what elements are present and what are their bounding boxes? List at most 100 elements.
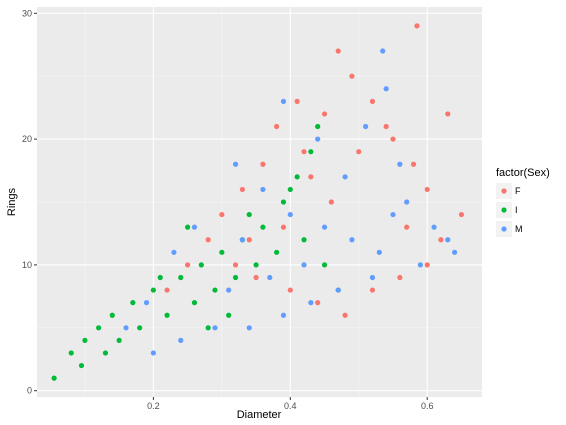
legend-title: factor(Sex) bbox=[496, 167, 550, 179]
data-point-I bbox=[51, 375, 57, 381]
data-point-F bbox=[445, 111, 451, 117]
data-point-F bbox=[404, 224, 410, 230]
axes: 0.2 0.4 0.6 0 10 20 30 bbox=[22, 8, 434, 411]
data-point-M bbox=[349, 237, 355, 243]
y-tick-label: 30 bbox=[22, 8, 32, 18]
data-point-I bbox=[185, 224, 191, 230]
data-point-M bbox=[301, 262, 307, 268]
data-point-M bbox=[417, 262, 423, 268]
data-point-M bbox=[246, 325, 252, 331]
data-point-I bbox=[287, 186, 293, 193]
data-point-I bbox=[253, 262, 259, 268]
data-point-M bbox=[226, 287, 232, 293]
data-point-I bbox=[178, 274, 184, 281]
y-axis-title: Rings bbox=[6, 187, 18, 216]
data-point-F bbox=[287, 287, 293, 293]
data-point-M bbox=[287, 211, 293, 218]
x-tick-label: 0.6 bbox=[421, 401, 434, 411]
data-point-F bbox=[369, 98, 376, 104]
data-point-F bbox=[308, 174, 314, 180]
data-point-I bbox=[130, 300, 136, 306]
data-point-F bbox=[414, 23, 420, 29]
data-point-F bbox=[424, 186, 430, 193]
data-point-F bbox=[274, 123, 280, 130]
data-point-M bbox=[308, 300, 314, 306]
data-point-I bbox=[82, 337, 88, 343]
data-point-F bbox=[260, 161, 266, 167]
data-point-M bbox=[452, 249, 458, 255]
data-point-M bbox=[239, 237, 245, 243]
data-point-F bbox=[458, 211, 465, 218]
data-point-M bbox=[397, 161, 403, 167]
data-point-I bbox=[96, 325, 102, 331]
data-point-I bbox=[164, 312, 170, 318]
legend: factor(Sex) FIM bbox=[496, 167, 550, 237]
data-point-I bbox=[246, 211, 252, 218]
data-point-I bbox=[198, 262, 204, 268]
data-point-F bbox=[383, 123, 389, 130]
data-point-F bbox=[328, 199, 334, 205]
data-point-M bbox=[363, 123, 369, 130]
legend-label: I bbox=[515, 205, 518, 215]
legend-keys: FIM bbox=[496, 183, 523, 237]
data-point-M bbox=[232, 161, 239, 167]
data-point-M bbox=[321, 224, 328, 230]
data-point-I bbox=[78, 362, 85, 369]
data-point-F bbox=[246, 237, 252, 243]
data-point-F bbox=[205, 237, 211, 243]
data-point-F bbox=[301, 149, 307, 155]
x-tick-label: 0.4 bbox=[284, 401, 297, 411]
data-point-F bbox=[397, 274, 403, 281]
data-point-F bbox=[438, 237, 444, 243]
data-point-I bbox=[280, 199, 287, 205]
data-point-I bbox=[315, 123, 321, 130]
data-point-F bbox=[164, 287, 170, 293]
legend-label: M bbox=[515, 224, 523, 234]
data-point-F bbox=[253, 274, 259, 281]
data-point-I bbox=[294, 174, 300, 180]
data-point-I bbox=[157, 274, 163, 281]
legend-key-point bbox=[501, 207, 507, 213]
x-axis-title: Diameter bbox=[237, 409, 282, 421]
data-point-I bbox=[260, 224, 266, 230]
data-point-I bbox=[301, 237, 307, 243]
data-point-F bbox=[349, 73, 355, 79]
data-point-I bbox=[308, 149, 314, 155]
data-point-I bbox=[150, 287, 156, 293]
data-point-F bbox=[219, 211, 225, 218]
data-point-F bbox=[294, 98, 300, 104]
data-point-I bbox=[226, 312, 232, 318]
data-point-M bbox=[260, 186, 266, 193]
data-point-M bbox=[178, 337, 184, 343]
data-point-I bbox=[137, 325, 143, 331]
data-point-I bbox=[274, 249, 280, 255]
data-point-F bbox=[342, 312, 348, 318]
data-point-M bbox=[431, 224, 437, 230]
data-point-M bbox=[123, 325, 129, 331]
data-point-F bbox=[315, 300, 321, 306]
data-point-F bbox=[232, 262, 239, 268]
data-point-F bbox=[390, 136, 396, 142]
data-point-F bbox=[410, 161, 417, 167]
data-points bbox=[51, 23, 465, 381]
data-point-I bbox=[191, 300, 198, 306]
data-point-M bbox=[280, 312, 287, 318]
grid-lines bbox=[37, 7, 482, 397]
data-point-M bbox=[383, 86, 389, 92]
data-point-I bbox=[109, 312, 115, 318]
legend-key-point bbox=[501, 188, 507, 194]
data-point-M bbox=[369, 274, 376, 281]
data-point-M bbox=[280, 98, 287, 104]
data-point-M bbox=[404, 199, 410, 205]
data-point-M bbox=[445, 237, 451, 243]
data-point-F bbox=[185, 262, 191, 268]
data-point-M bbox=[191, 224, 198, 230]
data-point-F bbox=[280, 224, 287, 230]
data-point-I bbox=[68, 350, 74, 356]
data-point-M bbox=[335, 287, 341, 293]
data-point-M bbox=[267, 274, 273, 281]
data-point-I bbox=[321, 262, 328, 268]
x-tick-label: 0.2 bbox=[147, 401, 160, 411]
